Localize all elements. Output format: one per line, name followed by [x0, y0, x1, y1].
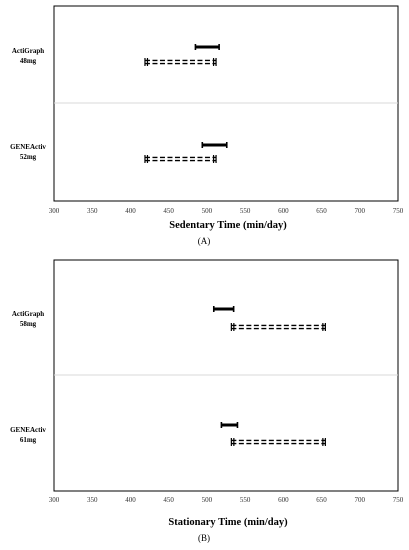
panel-b-tick-label-550: 550 — [240, 496, 251, 504]
panel-a-tick-label-400: 400 — [125, 207, 136, 215]
panel-a-row-2-label-line1: GENEActiv — [10, 143, 46, 151]
panel-b-tick-label-650: 650 — [316, 496, 327, 504]
panel-b-row-2-solid-interval — [220, 422, 239, 428]
panel-a-tick-label-600: 600 — [278, 207, 289, 215]
panel-b-row-2-label-line2: 61mg — [20, 436, 37, 444]
panel-b-tick-label-450: 450 — [163, 496, 174, 504]
panel-a-row-1-label-line2: 48mg — [20, 57, 37, 65]
panel-a-tick-labels: 300 350 400 450 500 550 600 650 700 750 — [49, 207, 404, 215]
panel-a: ActiGraph 48mg GENEActiv 52mg 300 350 400 4… — [10, 5, 404, 246]
panel-a-tick-label-500: 500 — [202, 207, 213, 215]
panel-b-tick-label-750: 750 — [393, 496, 404, 504]
panel-b-tick-label-400: 400 — [125, 496, 136, 504]
panel-a-row-2-solid-interval — [201, 142, 228, 148]
panel-a-tick-label-550: 550 — [240, 207, 251, 215]
panel-b-tick-label-500: 500 — [202, 496, 213, 504]
panel-a-marks — [144, 44, 228, 163]
panel-b-row-1-label-line2: 58mg — [20, 320, 37, 328]
panel-a-tick-label-300: 300 — [49, 207, 60, 215]
panel-a-row-2-label-line2: 52mg — [20, 153, 37, 161]
panel-a-row-1-dashed-interval — [144, 58, 217, 66]
panel-b-row-2-dashed-interval — [230, 438, 326, 446]
panel-b-marks — [212, 306, 326, 446]
panel-a-row-1-label-line1: ActiGraph — [12, 47, 44, 55]
panel-b-tick-label-600: 600 — [278, 496, 289, 504]
panel-a-tag: (A) — [198, 236, 211, 246]
panel-b-tag: (B) — [198, 533, 210, 543]
panel-b-tick-label-300: 300 — [49, 496, 60, 504]
panel-a-tick-label-450: 450 — [163, 207, 174, 215]
panel-b: ActiGraph 58mg GENEActiv 61mg 300 350 400 4… — [10, 259, 404, 543]
panel-a-row-1-solid-interval — [194, 44, 220, 50]
panel-b-tick-labels: 300 350 400 450 500 550 600 650 700 750 — [49, 496, 404, 504]
panel-a-row-2-dashed-interval — [144, 155, 217, 163]
panel-b-row-1-label-line1: ActiGraph — [12, 310, 44, 318]
panel-b-row-1-dashed-interval — [230, 323, 326, 331]
panel-b-row-2-label-line1: GENEActiv — [10, 426, 46, 434]
panel-b-tick-label-700: 700 — [355, 496, 366, 504]
panel-b-row-1-solid-interval — [212, 306, 235, 312]
panel-a-tick-label-750: 750 — [393, 207, 404, 215]
panel-a-tick-label-350: 350 — [87, 207, 98, 215]
panel-a-tick-label-650: 650 — [316, 207, 327, 215]
panel-b-tick-label-350: 350 — [87, 496, 98, 504]
panel-a-tick-label-700: 700 — [355, 207, 366, 215]
panel-b-x-axis-title: Stationary Time (min/day) — [168, 517, 288, 528]
panel-a-x-axis-title: Sedentary Time (min/day) — [169, 220, 287, 231]
